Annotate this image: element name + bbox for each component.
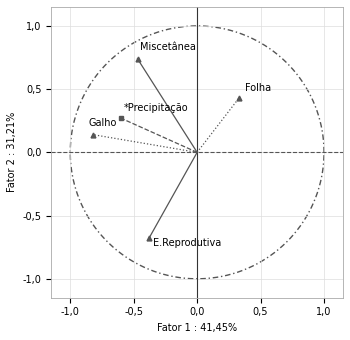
- X-axis label: Fator 1 : 41,45%: Fator 1 : 41,45%: [157, 323, 237, 333]
- Text: *Precipitação: *Precipitação: [124, 103, 188, 113]
- Y-axis label: Fator 2 : 31,21%: Fator 2 : 31,21%: [7, 112, 17, 192]
- Text: Miscetânea: Miscetânea: [140, 42, 196, 52]
- Text: Galho: Galho: [88, 118, 117, 128]
- Text: E.Reprodutiva: E.Reprodutiva: [153, 238, 221, 249]
- Text: Folha: Folha: [245, 83, 272, 93]
